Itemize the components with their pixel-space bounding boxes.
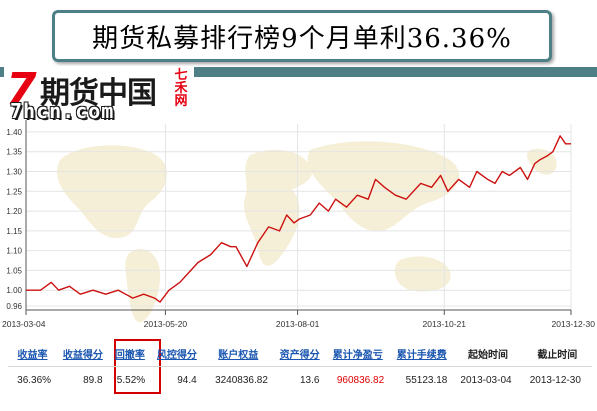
y-tick-label: 1.35 <box>6 148 22 157</box>
header-return-score[interactable]: 收益得分 <box>62 349 103 361</box>
y-tick-label: 1.15 <box>6 227 22 236</box>
chart-series <box>26 135 571 303</box>
x-tick-label: 2013-10-21 <box>423 319 467 329</box>
y-tick-label: 1.30 <box>6 167 22 176</box>
value-fees: 55123.18 <box>390 366 454 393</box>
x-tick-label: 2013-12-30 <box>552 319 596 329</box>
header-fees[interactable]: 累计手续费 <box>396 349 447 361</box>
y-tick-label: 1.10 <box>6 247 22 256</box>
value-return-score: 89.8 <box>57 366 109 393</box>
header-end-date: 截止时间 <box>537 349 578 361</box>
y-tick-label: 0.96 <box>6 302 22 311</box>
value-equity: 3240836.82 <box>202 366 274 393</box>
value-end-date: 2013-12-30 <box>522 366 592 393</box>
header-asset-score[interactable]: 资产得分 <box>279 349 320 361</box>
logo-url: 7hcn.com <box>10 99 115 123</box>
header-net-pnl[interactable]: 累计净盈亏 <box>332 349 383 361</box>
value-return-rate: 36.36% <box>8 366 58 393</box>
chart-axes: 0.96 1.00 1.05 1.10 1.15 1.20 1.25 1.30 1.35 1.40… <box>2 120 595 329</box>
stats-header-row: 收益率 收益得分 回撤率 风控得分 账户权益 资产得分 累计净盈亏 累计手续费 … <box>8 340 592 367</box>
logo: 7 期货中国 七禾网 7hcn.com <box>4 64 194 124</box>
page-title: 期货私募排行榜9个月单利36.36% <box>92 23 512 54</box>
y-tick-label: 1.40 <box>6 128 22 137</box>
logo-mark: 7 <box>6 64 37 115</box>
series-line <box>26 135 571 303</box>
world-map-watermark <box>57 141 557 323</box>
x-tick-label: 2013-03-04 <box>2 319 46 329</box>
header-risk-score[interactable]: 风控得分 <box>156 349 197 361</box>
nav-line-chart: 0.96 1.00 1.05 1.10 1.15 1.20 1.25 1.30 1.35 1.40… <box>2 120 595 329</box>
header-return-rate[interactable]: 收益率 <box>17 349 48 361</box>
y-tick-label: 1.25 <box>6 187 22 196</box>
header-start-date: 起始时间 <box>468 349 508 361</box>
header-equity[interactable]: 账户权益 <box>218 349 259 361</box>
header-drawdown[interactable]: 回撤率 <box>114 349 145 361</box>
logo-side: 七禾网 <box>174 67 188 108</box>
value-net-pnl: 960836.82 <box>325 366 391 393</box>
value-asset-score: 13.6 <box>273 366 326 393</box>
title-box: 期货私募排行榜9个月单利36.36% <box>52 10 552 62</box>
header-bar <box>0 67 597 77</box>
stats-table: 收益率 收益得分 回撤率 风控得分 账户权益 资产得分 累计净盈亏 累计手续费 … <box>8 340 592 393</box>
y-tick-label: 1.00 <box>6 286 22 295</box>
value-start-date: 2013-03-04 <box>453 366 523 393</box>
x-tick-label: 2013-08-01 <box>276 319 320 329</box>
value-drawdown: 5.52% <box>108 366 152 393</box>
stats-value-row: 36.36% 89.8 5.52% 94.4 3240836.82 13.6 9… <box>8 366 592 393</box>
value-risk-score: 94.4 <box>151 366 203 393</box>
x-tick-label: 2013-05-20 <box>144 319 188 329</box>
logo-name: 期货中国 <box>40 76 157 111</box>
chart-grid <box>25 124 572 310</box>
y-tick-label: 1.05 <box>6 266 22 275</box>
y-tick-label: 1.20 <box>6 207 22 216</box>
